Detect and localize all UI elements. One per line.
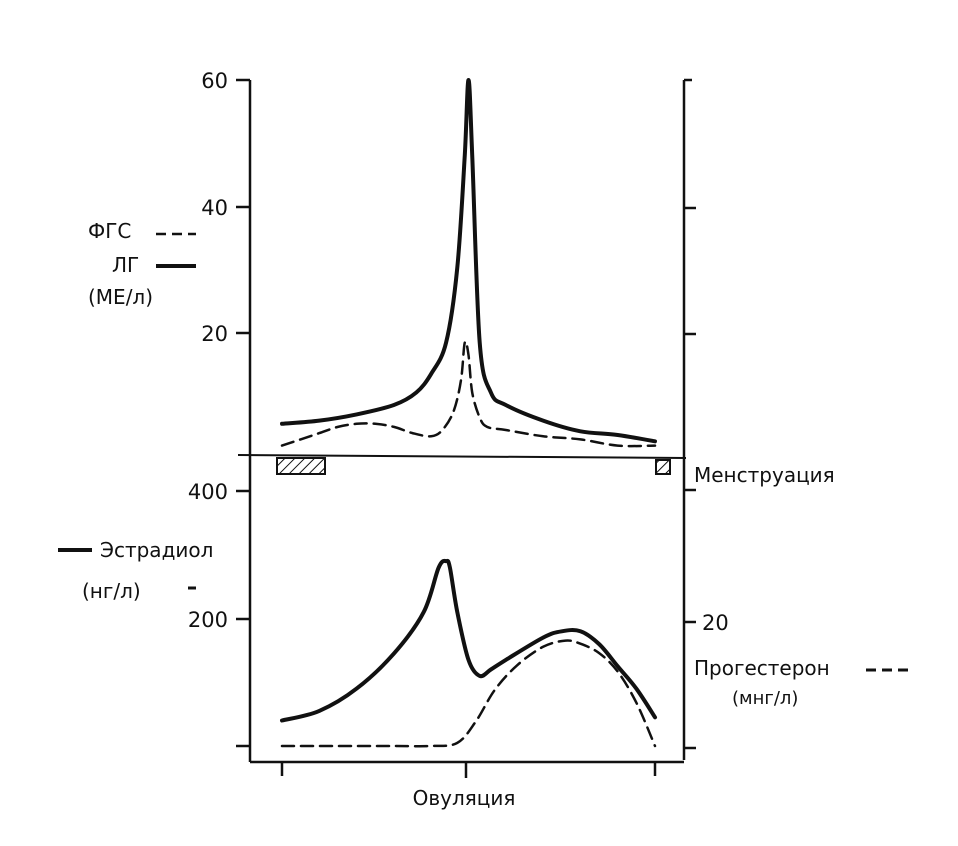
legend-label-progesterone: Прогестерон — [694, 656, 830, 680]
series-layer — [280, 78, 657, 748]
bottom-left-units-label: (нг/л) — [82, 579, 141, 603]
top-left-tick-label-40: 40 — [201, 196, 228, 220]
legend-label-fsh: ФГС — [88, 219, 131, 243]
legend-label-estradiol: Эстрадиол — [100, 538, 213, 562]
x-axis-label-ovulation: Овуляция — [413, 786, 516, 810]
series-line-lh — [280, 78, 657, 444]
top-units-label: (МЕ/л) — [88, 285, 153, 309]
menstruation-marker-end — [655, 459, 671, 475]
top-left-tick-label-60: 60 — [201, 69, 228, 93]
legend-label-lh: ЛГ — [112, 253, 139, 277]
bottom-right-tick-label-20: 20 — [702, 611, 729, 635]
bottom-left-tick-label-400: 400 — [188, 480, 228, 504]
top-left-tick-label-20: 20 — [201, 322, 228, 346]
bottom-right-units-label: (мнг/л) — [732, 688, 798, 709]
series-line-estradiol — [280, 558, 657, 723]
menstruation-marker-start — [276, 457, 326, 475]
panel-divider — [237, 454, 687, 459]
menstruation-label: Менструация — [694, 463, 835, 487]
series-line-fsh — [280, 340, 657, 448]
series-line-progesterone — [280, 639, 657, 748]
bottom-left-tick-label-200: 200 — [188, 608, 228, 632]
